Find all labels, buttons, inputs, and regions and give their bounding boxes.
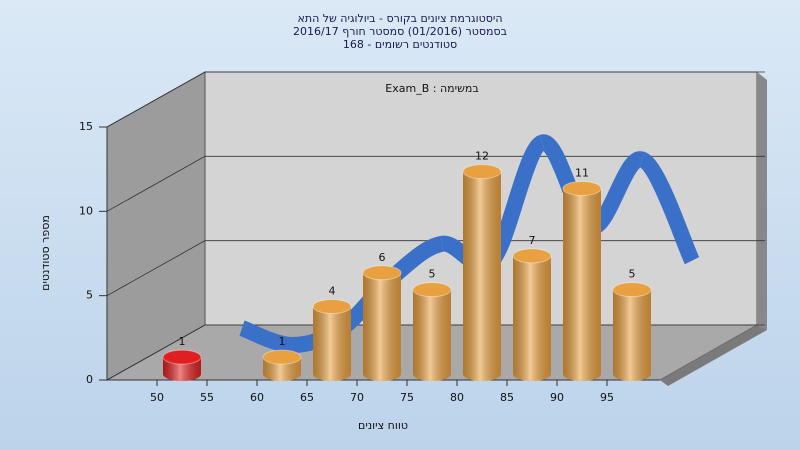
value-label: 7 [529,234,536,247]
bar-shade [563,188,601,381]
x-tick-label: 65 [300,391,314,404]
bar-shade [463,171,501,381]
value-label: 1 [279,335,286,348]
bar [312,299,352,381]
bar-shade [513,255,551,381]
x-tick-label: 75 [400,391,414,404]
bar-shade [413,289,451,381]
y-tick-label: 10 [79,204,93,217]
bar-top [312,299,352,315]
bar [462,164,502,381]
bar-shade [313,306,351,381]
x-tick-label: 80 [450,391,464,404]
bar-top [562,180,602,196]
y-tick-label: 5 [86,289,93,302]
chart-title: היסטוגרמת ציונים בקורס - ביולוגיה של התא [297,12,502,25]
value-label: 12 [475,150,489,163]
curve-segment [239,320,293,353]
grid-line [106,71,765,128]
x-tick-label: 90 [550,391,564,404]
bar-shade [363,272,401,381]
bar-shade [613,289,651,381]
x-tick-label: 60 [250,391,264,404]
bar-top [412,282,452,298]
bar [262,349,302,381]
bar [412,282,452,381]
value-label: 6 [379,251,386,264]
bar-top [362,265,402,281]
chart-title: סטודנטים רשומים - 168 [343,38,457,51]
annotation: במשימה : Exam_B [385,82,478,95]
bar-top [512,248,552,264]
x-tick-label: 95 [600,391,614,404]
x-tick-label: 70 [350,391,364,404]
bar-top [612,282,652,298]
y-tick-label: 15 [79,120,93,133]
bar-top [462,164,502,180]
wall-edge [757,72,767,330]
grid-line [106,155,765,212]
x-axis-label: טווח ציונים [358,419,408,432]
floor-edge [660,325,767,386]
chart-title: בסמסטר (01/2016) סמסטר חורף 2016/17 [293,25,507,38]
value-label: 5 [629,268,636,281]
value-label: 4 [329,285,336,298]
bar [362,265,402,381]
curve-segment [637,151,700,265]
y-axis-label: מספר סטודנטים [39,215,52,291]
value-label: 5 [429,268,436,281]
bar-top [262,349,302,365]
y-tick-label: 0 [86,373,93,386]
bar [512,248,552,381]
value-label: 11 [575,166,589,179]
bar [612,282,652,381]
value-label: 1 [179,335,186,348]
x-tick-label: 55 [200,391,214,404]
bar-top [162,349,202,365]
x-tick-label: 50 [150,391,164,404]
bar [162,349,202,381]
x-tick-label: 85 [500,391,514,404]
bar [562,180,602,381]
